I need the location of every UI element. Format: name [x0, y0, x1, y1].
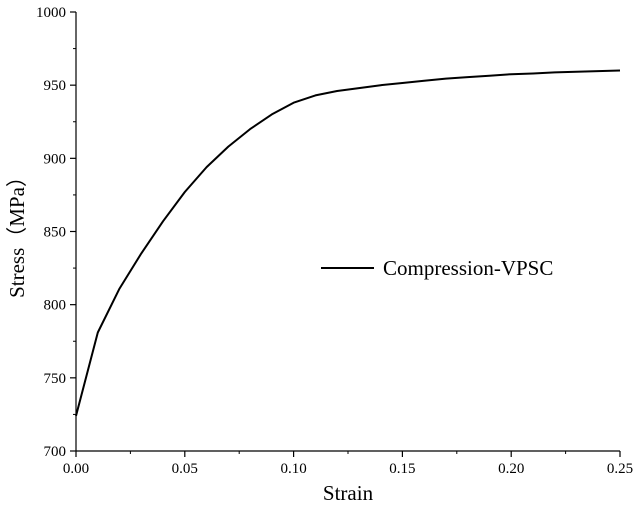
- x-axis-ticks: 0.00 0.05 0.10 0.15 0.20 0.25: [63, 451, 633, 477]
- series-lines: [75, 69, 621, 417]
- x-axis-title: Strain: [323, 481, 374, 505]
- x-tick-label: 0.20: [498, 461, 524, 477]
- legend-label: Compression-VPSC: [383, 256, 553, 280]
- legend: Compression-VPSC: [321, 256, 553, 280]
- y-tick-label: 950: [44, 78, 67, 94]
- plot-frame: [75, 12, 620, 452]
- y-tick-label: 850: [44, 225, 67, 241]
- y-tick-label: 750: [44, 371, 67, 387]
- y-axis-title: Stress（MPa）: [5, 166, 29, 298]
- x-tick-label: 0.15: [389, 461, 415, 477]
- y-tick-label: 1000: [36, 5, 66, 21]
- y-axis-ticks: 700 750 800 850 900 950 1000: [36, 5, 76, 460]
- y-tick-label: 700: [44, 444, 67, 460]
- x-tick-label: 0.00: [63, 461, 89, 477]
- y-tick-label: 900: [44, 151, 67, 167]
- x-tick-label: 0.05: [172, 461, 198, 477]
- x-tick-label: 0.10: [280, 461, 306, 477]
- series-line-compression-vpsc: [75, 69, 621, 417]
- x-tick-label: 0.25: [607, 461, 633, 477]
- y-tick-label: 800: [44, 298, 67, 314]
